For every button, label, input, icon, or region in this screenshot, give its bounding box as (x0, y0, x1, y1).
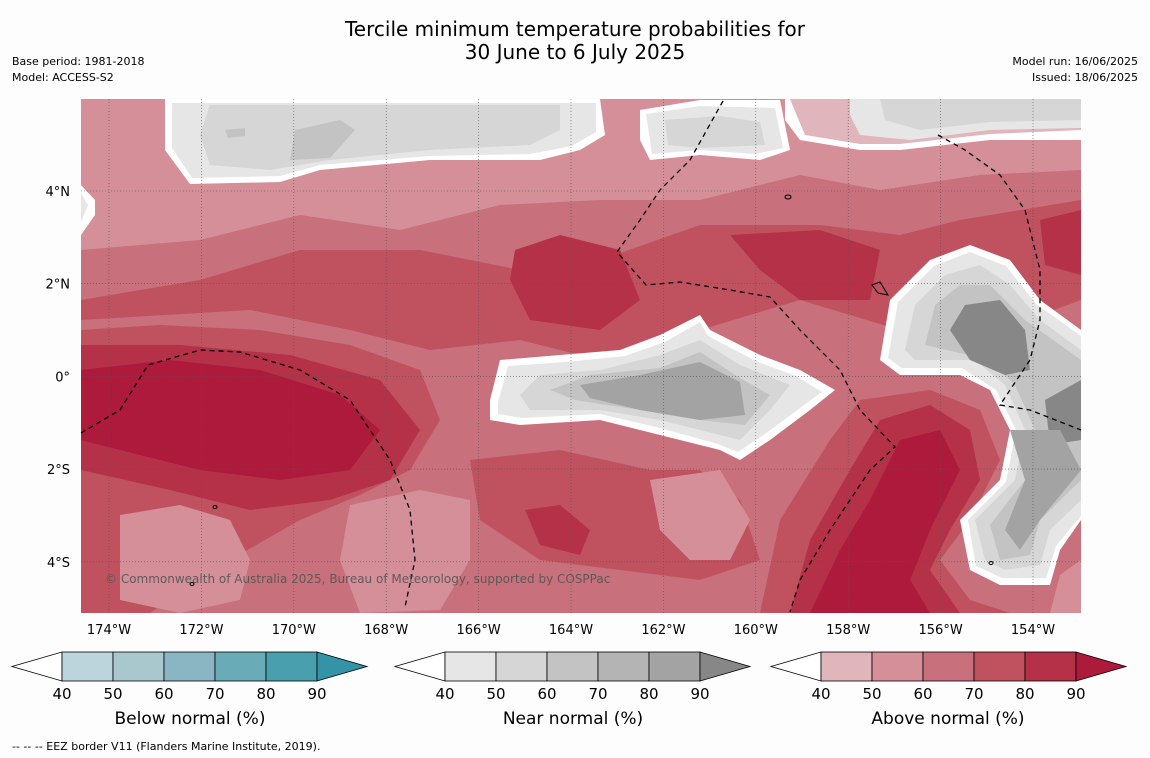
colorbar-low-arrow (10, 651, 63, 682)
title-line-2: 30 June to 6 July 2025 (464, 40, 686, 64)
colorbar-segment (973, 651, 1026, 682)
colorbar-tick-label: 50 (486, 685, 505, 703)
copyright-notice: © Commonwealth of Australia 2025, Bureau… (105, 572, 610, 586)
colorbar-segment (922, 651, 975, 682)
colorbar: 40 50 60 70 80 90 (10, 651, 369, 703)
issued-date: Issued: 18/06/2025 (1031, 71, 1138, 84)
colorbar-high-arrow (316, 651, 369, 682)
colorbar-tick-label: 70 (205, 685, 224, 703)
colorbar: 40 50 60 70 80 90 (769, 651, 1128, 703)
colorbar-segment (265, 651, 318, 682)
lon-tick-label: 174°W (87, 623, 131, 638)
lon-tick-label: 168°W (364, 623, 408, 638)
lat-tick-label: 2°S (47, 463, 70, 478)
colorbar-segment (1024, 651, 1077, 682)
meta-left: Base period: 1981-2018 Model: ACCESS-S2 (12, 54, 144, 86)
lon-tick-label: 166°W (457, 623, 501, 638)
colorbars: 40 50 60 70 80 90 40 50 60 70 80 90 40 50 60 70 80 90 (10, 651, 1128, 703)
colorbar-tick-label: 70 (964, 685, 983, 703)
lon-tick-label: 170°W (272, 623, 316, 638)
colorbar-tick-label: 90 (307, 685, 326, 703)
colorbar-tick-label: 60 (913, 685, 932, 703)
colorbar-segment (112, 651, 165, 682)
colorbar-segment (871, 651, 924, 682)
colorbar-label-above: Above normal (%) (871, 709, 1025, 729)
lon-tick-label: 162°W (641, 623, 685, 638)
islands (189, 194, 994, 586)
colorbar-tick-label: 60 (537, 685, 556, 703)
eez-borders (80, 100, 1082, 613)
probability-field (81, 99, 1081, 613)
title-line-1: Tercile minimum temperature probabilitie… (344, 17, 806, 41)
colorbar-segment (546, 651, 599, 682)
colorbar-segment (820, 651, 873, 682)
lon-tick-label: 160°W (734, 623, 778, 638)
colorbar-segment (597, 651, 650, 682)
colorbar-tick-label: 40 (811, 685, 830, 703)
eez-footnote: -- -- -- EEZ border V11 (Flanders Marine… (12, 740, 321, 753)
lat-tick-label: 4°N (46, 185, 71, 200)
latitude-labels: 4°N 2°N 0° 2°S 4°S (46, 185, 71, 571)
base-period: Base period: 1981-2018 (12, 55, 145, 68)
colorbar: 40 50 60 70 80 90 (393, 651, 752, 703)
lon-tick-label: 156°W (919, 623, 963, 638)
lon-tick-label: 164°W (549, 623, 593, 638)
colorbar-tick-label: 90 (690, 685, 709, 703)
colorbar-tick-label: 50 (103, 685, 122, 703)
colorbar-high-arrow (1075, 651, 1128, 682)
colorbar-label-near: Near normal (%) (502, 709, 644, 729)
colorbar-tick-label: 70 (588, 685, 607, 703)
colorbar-high-arrow (699, 651, 752, 682)
colorbar-segment (495, 651, 548, 682)
colorbar-low-arrow (393, 651, 446, 682)
longitude-labels: 174°W 172°W 170°W 168°W 166°W 164°W 162°W 160°W… (87, 623, 1055, 638)
colorbar-segment (163, 651, 216, 682)
colorbar-tick-label: 80 (639, 685, 658, 703)
lat-tick-label: 4°S (47, 556, 70, 571)
colorbar-segment (648, 651, 701, 682)
colorbar-tick-label: 40 (435, 685, 454, 703)
lat-tick-label: 0° (55, 370, 70, 385)
colorbar-tick-label: 50 (862, 685, 881, 703)
colorbar-label-below: Below normal (%) (114, 709, 266, 729)
model-name: Model: ACCESS-S2 (12, 71, 114, 84)
colorbar-low-arrow (769, 651, 822, 682)
meta-right: Model run: 16/06/2025 Issued: 18/06/2025 (1012, 54, 1138, 86)
colorbar-segment (214, 651, 267, 682)
lon-tick-label: 172°W (179, 623, 223, 638)
colorbar-segment (444, 651, 497, 682)
lon-tick-label: 158°W (826, 623, 870, 638)
colorbar-tick-label: 90 (1066, 685, 1085, 703)
lat-tick-label: 2°N (46, 278, 71, 293)
colorbar-tick-label: 80 (256, 685, 275, 703)
colorbar-segment (61, 651, 114, 682)
colorbar-tick-label: 80 (1015, 685, 1034, 703)
lon-tick-label: 154°W (1011, 623, 1055, 638)
colorbar-tick-label: 40 (52, 685, 71, 703)
model-run: Model run: 16/06/2025 (1012, 55, 1138, 68)
colorbar-tick-label: 60 (154, 685, 173, 703)
map-title: Tercile minimum temperature probabilitie… (0, 18, 1150, 64)
